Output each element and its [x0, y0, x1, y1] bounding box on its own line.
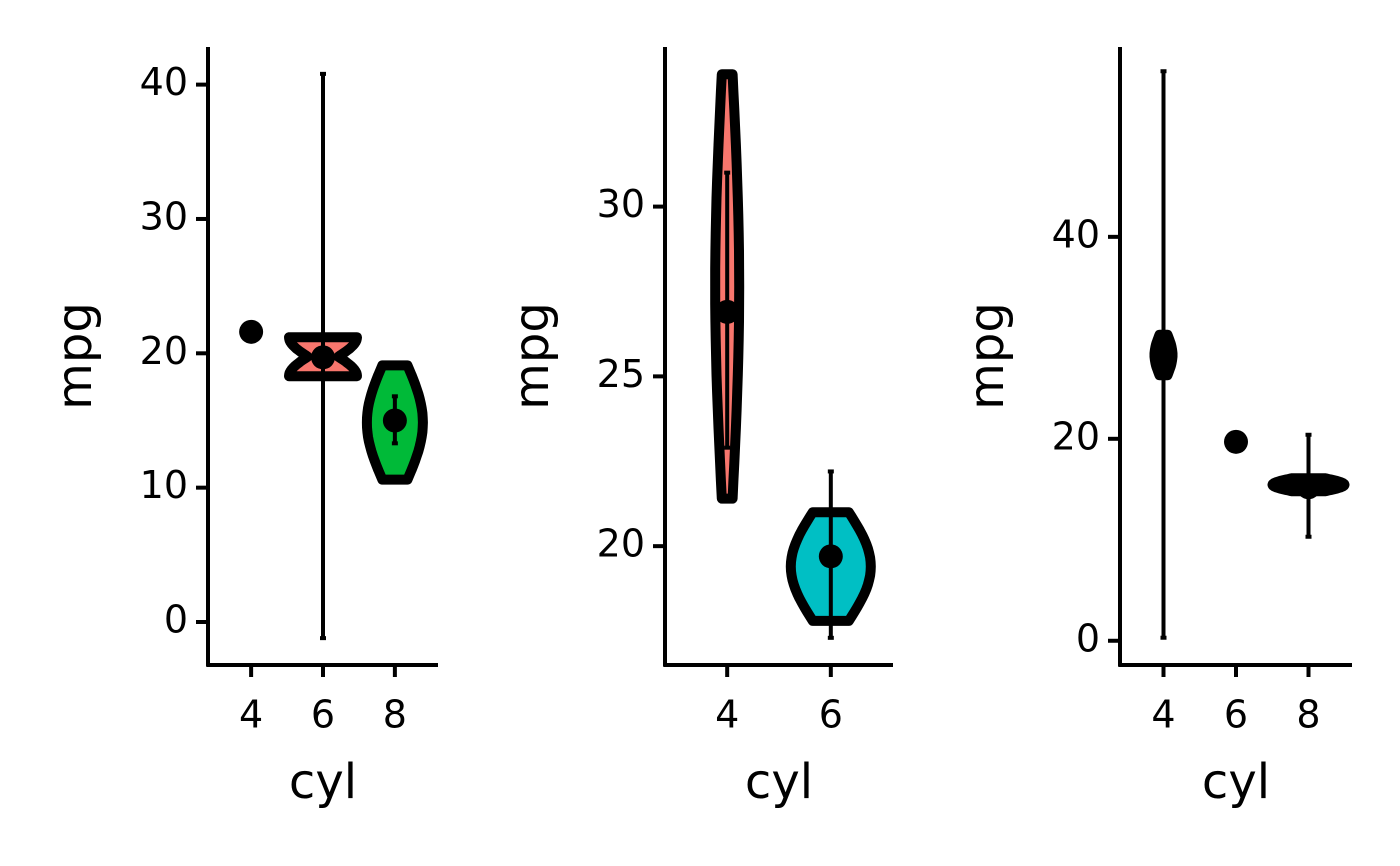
- y-tick-label: 40: [1052, 212, 1100, 256]
- panel: 0 20 40 4 6 8 cyl mpg: [959, 47, 1352, 810]
- y-axis-title: mpg: [47, 302, 103, 410]
- y-axis-title: mpg: [959, 302, 1015, 410]
- x-tick-label: 8: [1296, 693, 1320, 737]
- mean-point: [818, 544, 843, 569]
- mean-point: [1224, 429, 1248, 454]
- y-tick-label: 0: [164, 598, 188, 642]
- x-axis-title: cyl: [745, 754, 813, 810]
- x-tick-label: 4: [1151, 693, 1175, 737]
- y-axis-title: mpg: [504, 302, 560, 410]
- x-tick-label: 6: [1224, 693, 1248, 737]
- y-tick-label: 20: [140, 329, 188, 373]
- x-tick-label: 8: [383, 693, 407, 737]
- y-tick-label: 0: [1076, 616, 1100, 660]
- mean-point: [1151, 342, 1176, 367]
- mean-point: [239, 319, 264, 344]
- x-tick-label: 4: [239, 693, 263, 737]
- y-tick-label: 10: [140, 463, 188, 507]
- panel: 0 10 20 30 40 4 6 8 cyl mpg: [47, 47, 438, 810]
- y-tick-label: 30: [140, 194, 188, 238]
- x-tick-label: 6: [311, 693, 335, 737]
- x-tick-label: 4: [715, 693, 739, 737]
- y-tick-label: 20: [597, 522, 645, 566]
- y-tick-label: 40: [140, 60, 188, 104]
- mean-point: [715, 299, 740, 324]
- y-tick-label: 30: [597, 182, 645, 226]
- mean-point: [1296, 475, 1321, 500]
- x-tick-label: 6: [819, 693, 843, 737]
- mean-point: [382, 408, 407, 433]
- y-tick-label: 20: [1052, 414, 1100, 458]
- x-axis-title: cyl: [1202, 754, 1270, 810]
- y-tick-label: 25: [597, 352, 645, 396]
- x-axis-title: cyl: [289, 754, 357, 810]
- mean-point: [311, 345, 335, 370]
